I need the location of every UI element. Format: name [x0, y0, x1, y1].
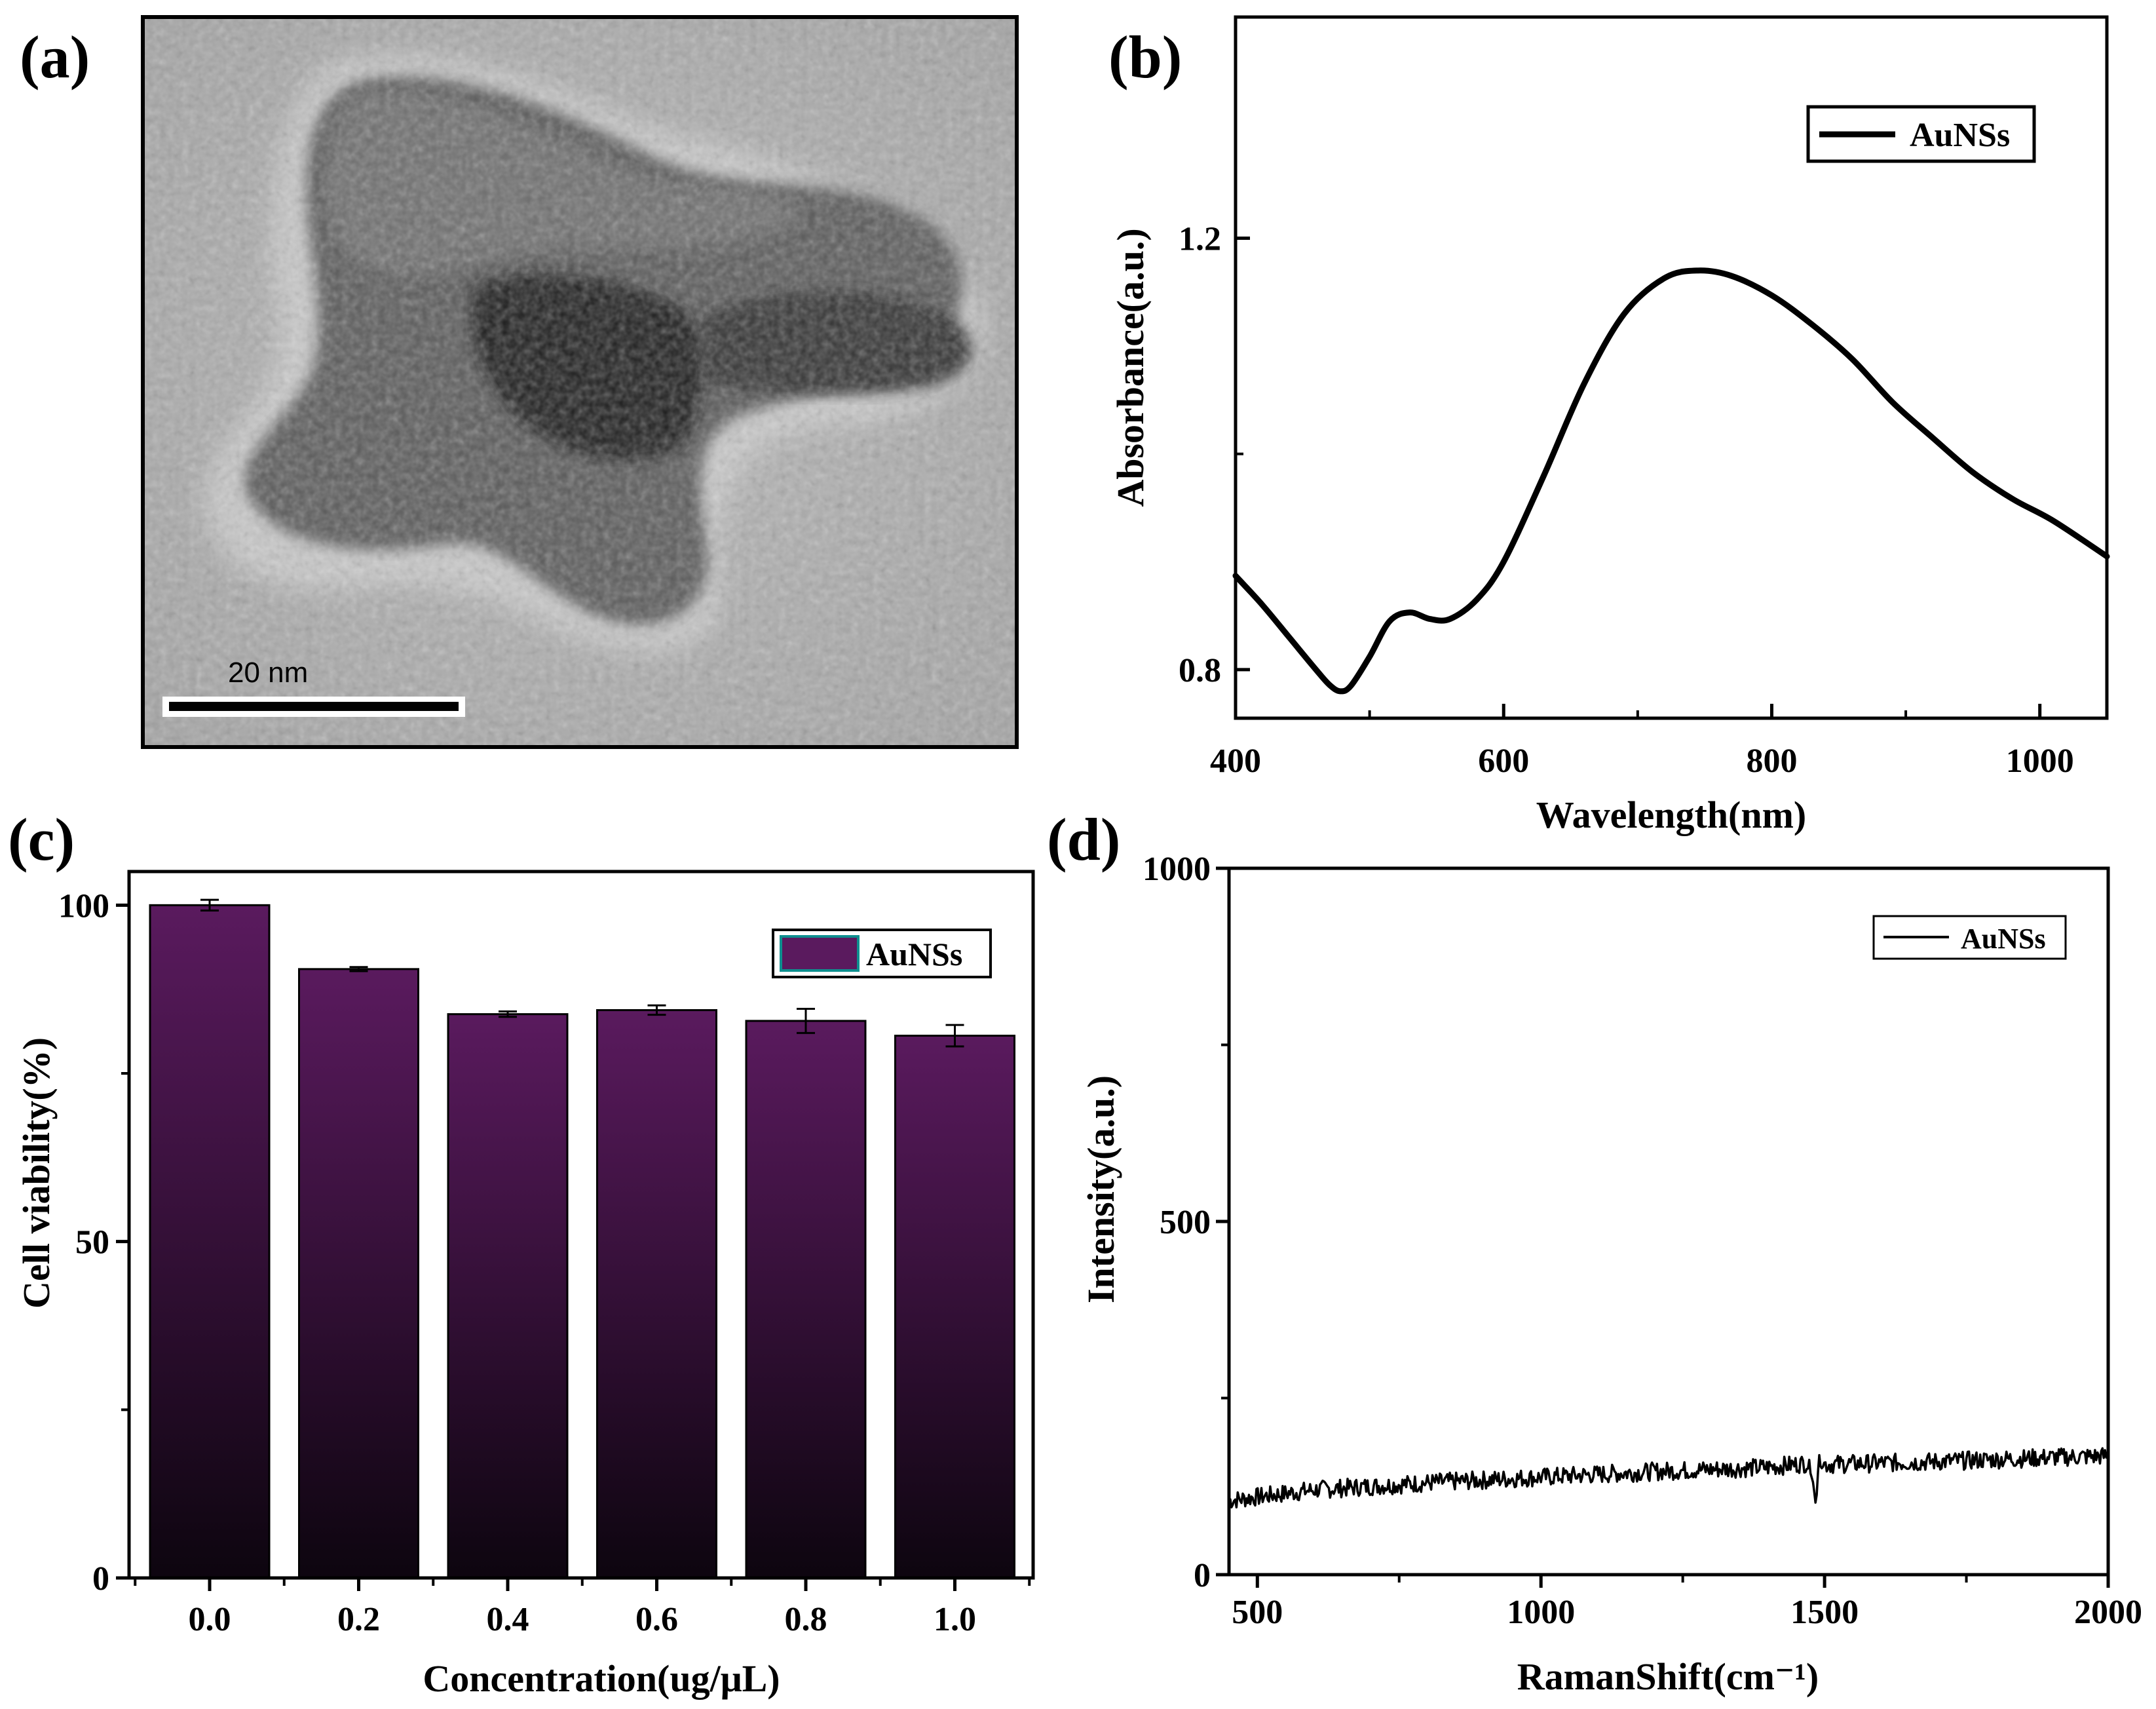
plot-b-axes: 400 600 800 1000 0.8 1.2 [1179, 220, 2074, 780]
plot-c-ylabel: Cell viability(%) [15, 1037, 58, 1309]
plot-b-ylabel: Absorbance(a.u.) [1109, 228, 1152, 507]
tem-image-frame [141, 15, 1019, 749]
scale-bar [169, 702, 459, 711]
panel-b-label: (b) [1108, 24, 1182, 90]
x-tick-label-d: 1000 [1507, 1594, 1575, 1631]
bar [447, 1013, 569, 1579]
bar [894, 1035, 1015, 1579]
x-tick-label-b: 800 [1746, 742, 1797, 780]
panel-a-label: (a) [20, 24, 90, 90]
y-tick-label-c: 50 [75, 1224, 109, 1261]
y-tick-label-d: 0 [1194, 1557, 1211, 1594]
x-tick-label-d: 1500 [1790, 1594, 1859, 1631]
x-tick-label-c: 0.4 [487, 1601, 529, 1638]
y-tick-label-c: 0 [92, 1560, 109, 1598]
absorbance-curve [1232, 267, 2110, 695]
plot-c-legend: AuNSs [772, 929, 992, 978]
plot-c-axes: 0.0 0.2 0.4 0.6 0.8 1.0 0 50 100 [58, 887, 1031, 1638]
x-tick-label-c: 0.6 [635, 1601, 678, 1638]
y-tick-label-b: 1.2 [1179, 220, 1221, 258]
legend-b-box [1806, 105, 2036, 163]
bar [149, 904, 271, 1579]
x-tick-label-c: 0.0 [189, 1601, 231, 1638]
legend-b-entry: AuNSs [1910, 117, 2010, 154]
tem-nanostar-image [143, 17, 1017, 747]
plot-d-xlabel: RamanShift(cm⁻¹) [1517, 1655, 1819, 1698]
x-tick-label-b: 400 [1210, 742, 1261, 780]
scale-bar-label: 20 nm [228, 657, 308, 689]
legend-c-swatch [780, 935, 860, 972]
plot-b-frame [1234, 15, 2109, 720]
x-tick-label-d: 500 [1232, 1594, 1283, 1631]
bar [596, 1008, 717, 1579]
y-tick-label-d: 500 [1160, 1204, 1211, 1241]
panel-c: (c) 0.0 0.2 0.4 0.6 0.8 1.0 0 50 100 AuNSs Conce… [8, 806, 1035, 1700]
x-tick-label-c: 0.2 [337, 1601, 380, 1638]
y-tick-label-b: 0.8 [1179, 652, 1221, 689]
panel-d: (d) 500 1000 1500 2000 0 500 1000 AuNSs RamanS… [1047, 806, 2142, 1698]
panel-c-label: (c) [8, 806, 75, 873]
y-tick-label-d: 1000 [1143, 851, 1211, 888]
panel-b: (b) 400 600 800 1000 0.8 1.2 AuNSs Wavelength… [1108, 15, 2110, 836]
plot-b-xlabel: Wavelength(nm) [1536, 794, 1806, 836]
x-tick-label-d: 2000 [2074, 1594, 2142, 1631]
x-tick-label-c: 0.8 [785, 1601, 827, 1638]
panel-a: (a) 20 nm [20, 15, 1019, 749]
plot-d-axes: 500 1000 1500 2000 0 500 1000 [1143, 851, 2142, 1631]
plot-c-bars [149, 898, 1015, 1579]
plot-d-ylabel: Intensity(a.u.) [1080, 1075, 1122, 1303]
raman-spectrum [1228, 1447, 2109, 1508]
y-tick-label-c: 100 [58, 887, 109, 925]
plot-c-xlabel: Concentration(ug/μL) [423, 1657, 780, 1700]
plot-b-legend: AuNSs [1806, 105, 2036, 163]
plot-d-legend: AuNSs [1872, 915, 2067, 960]
legend-d-entry: AuNSs [1961, 923, 2046, 955]
bar [298, 968, 419, 1579]
x-tick-label-b: 1000 [2006, 742, 2074, 780]
x-tick-label-b: 600 [1478, 742, 1529, 780]
panel-d-label: (d) [1047, 806, 1120, 873]
legend-c-entry: AuNSs [866, 936, 962, 972]
bar [745, 1020, 867, 1579]
x-tick-label-c: 1.0 [934, 1601, 976, 1638]
